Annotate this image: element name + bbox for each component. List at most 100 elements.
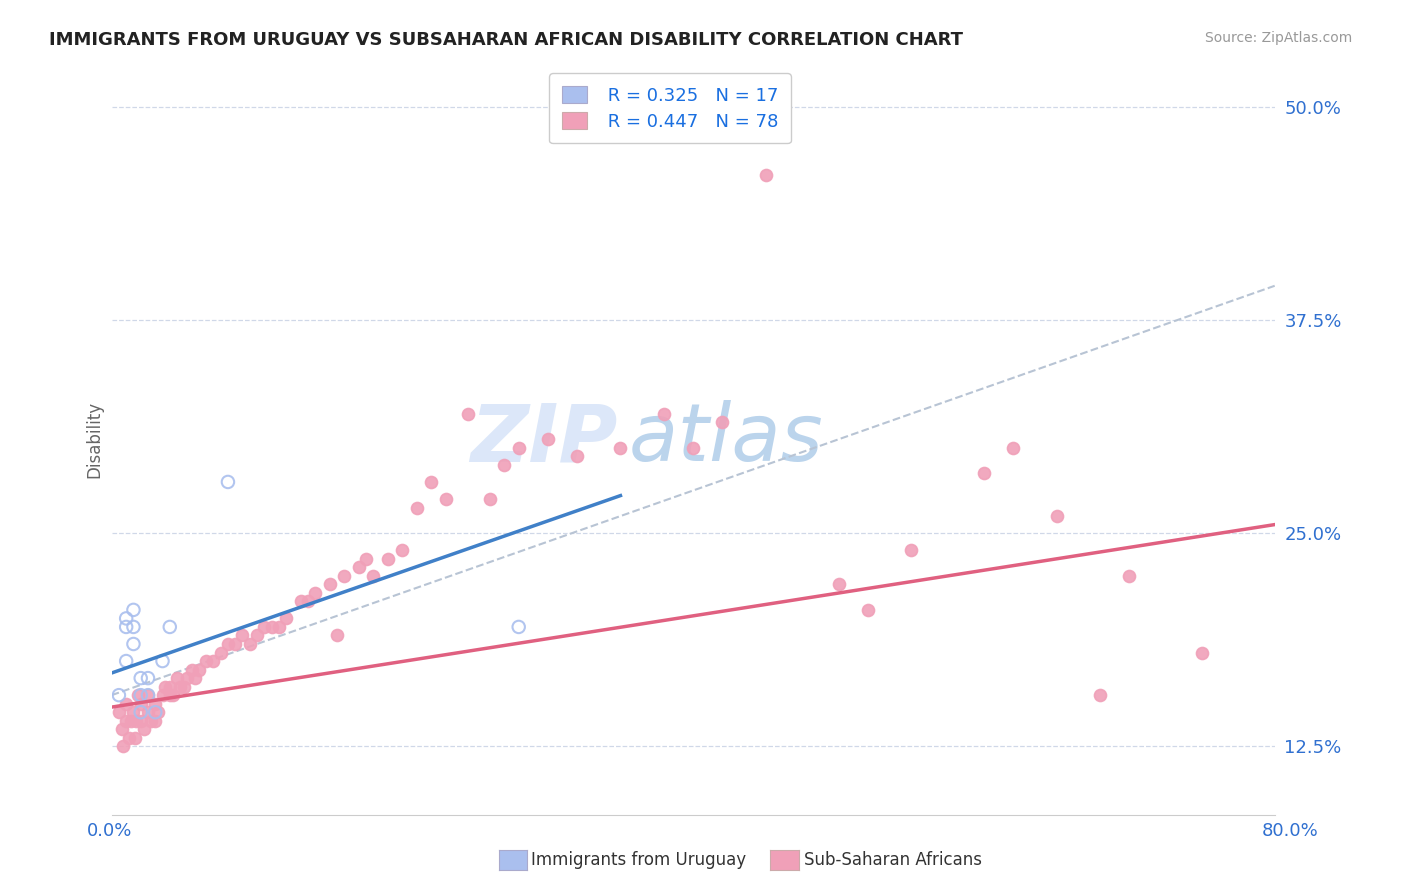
Point	[304, 586, 326, 600]
Point	[152, 654, 174, 668]
Point	[159, 680, 181, 694]
Point	[1191, 646, 1213, 660]
Point	[111, 723, 134, 737]
Point	[187, 663, 209, 677]
Point	[1118, 568, 1140, 582]
Point	[122, 603, 145, 617]
Point	[494, 458, 516, 472]
Text: IMMIGRANTS FROM URUGUAY VS SUBSAHARAN AFRICAN DISABILITY CORRELATION CHART: IMMIGRANTS FROM URUGUAY VS SUBSAHARAN AF…	[49, 31, 963, 49]
Point	[159, 620, 181, 634]
Point	[239, 637, 262, 651]
Legend:  R = 0.325   N = 17,  R = 0.447   N = 78: R = 0.325 N = 17, R = 0.447 N = 78	[550, 73, 790, 144]
Point	[1001, 441, 1024, 455]
Point	[136, 688, 159, 702]
Point	[755, 168, 778, 182]
Point	[155, 680, 177, 694]
Point	[115, 714, 138, 728]
Point	[173, 680, 195, 694]
Point	[508, 620, 530, 634]
Point	[127, 688, 149, 702]
Text: 0.0%: 0.0%	[87, 822, 132, 840]
Text: ZIP: ZIP	[470, 401, 617, 478]
Point	[120, 714, 142, 728]
Point	[166, 671, 188, 685]
Point	[231, 628, 253, 642]
Point	[124, 731, 146, 745]
Point	[363, 568, 385, 582]
Point	[1090, 688, 1112, 702]
Point	[202, 654, 225, 668]
Point	[122, 637, 145, 651]
Point	[856, 603, 879, 617]
Point	[267, 620, 290, 634]
Point	[136, 705, 159, 719]
Point	[122, 620, 145, 634]
Y-axis label: Disability: Disability	[86, 401, 103, 478]
Point	[136, 671, 159, 685]
Point	[1046, 509, 1069, 524]
Point	[457, 407, 479, 421]
Text: 80.0%: 80.0%	[1263, 822, 1319, 840]
Point	[118, 731, 141, 745]
Point	[112, 739, 135, 754]
Point	[129, 705, 152, 719]
Point	[152, 688, 174, 702]
Point	[217, 475, 239, 489]
Point	[217, 637, 239, 651]
Point	[115, 620, 138, 634]
Point	[139, 714, 162, 728]
Point	[434, 491, 457, 506]
Point	[176, 671, 198, 685]
Point	[169, 680, 191, 694]
Point	[143, 714, 166, 728]
Point	[146, 705, 169, 719]
Point	[537, 432, 560, 446]
Point	[108, 688, 131, 702]
Point	[159, 688, 181, 702]
Point	[183, 671, 205, 685]
Point	[136, 688, 159, 702]
Point	[333, 568, 356, 582]
Point	[391, 543, 413, 558]
Point	[209, 646, 232, 660]
Point	[122, 705, 145, 719]
Point	[143, 697, 166, 711]
Point	[253, 620, 276, 634]
Point	[377, 551, 399, 566]
Point	[326, 628, 349, 642]
Point	[125, 714, 148, 728]
Point	[246, 628, 269, 642]
Point	[115, 697, 138, 711]
Point	[260, 620, 283, 634]
Point	[297, 594, 319, 608]
Point	[195, 654, 218, 668]
Point	[115, 611, 138, 625]
Point	[274, 611, 297, 625]
Point	[132, 723, 155, 737]
Point	[973, 467, 995, 481]
Point	[129, 688, 152, 702]
Point	[162, 688, 184, 702]
Text: Immigrants from Uruguay: Immigrants from Uruguay	[531, 851, 747, 869]
Point	[108, 705, 131, 719]
Point	[827, 577, 849, 591]
Point	[129, 714, 152, 728]
Point	[508, 441, 530, 455]
Point	[143, 705, 166, 719]
Point	[711, 415, 734, 429]
Point	[565, 450, 588, 464]
Point	[420, 475, 443, 489]
Point	[318, 577, 340, 591]
Point	[900, 543, 922, 558]
Point	[224, 637, 246, 651]
Point	[652, 407, 675, 421]
Point	[290, 594, 312, 608]
Text: atlas: atlas	[630, 401, 824, 478]
Point	[180, 663, 202, 677]
Text: Source: ZipAtlas.com: Source: ZipAtlas.com	[1205, 31, 1353, 45]
Point	[354, 551, 377, 566]
Point	[115, 654, 138, 668]
Point	[478, 491, 501, 506]
Point	[129, 697, 152, 711]
Point	[347, 560, 370, 574]
